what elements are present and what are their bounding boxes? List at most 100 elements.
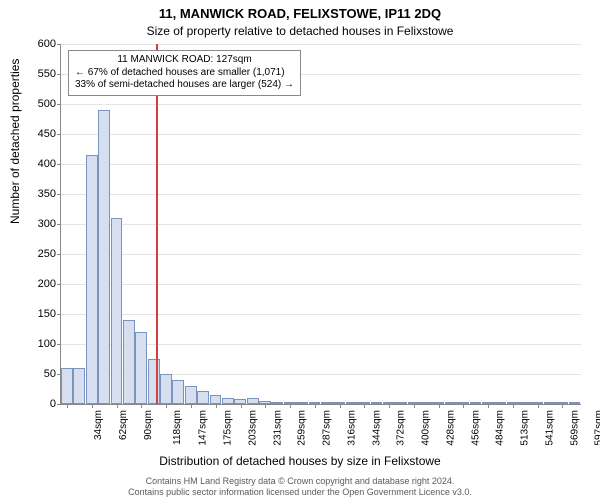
histogram-bar [73, 368, 85, 404]
x-tick-mark [141, 404, 142, 408]
y-tick-mark [57, 44, 61, 45]
histogram-bar [185, 386, 197, 404]
x-tick-label: 484sqm [495, 410, 506, 446]
y-tick-label: 400 [16, 158, 56, 170]
y-tick-mark [57, 344, 61, 345]
histogram-bar [395, 402, 407, 404]
histogram-bar [346, 402, 358, 404]
y-tick-label: 200 [16, 278, 56, 290]
x-tick-mark [364, 404, 365, 408]
x-tick-mark [216, 404, 217, 408]
y-tick-label: 450 [16, 128, 56, 140]
histogram-bar [445, 402, 457, 404]
y-tick-mark [57, 404, 61, 405]
grid-line [61, 134, 581, 135]
histogram-bar [470, 402, 482, 404]
x-tick-label: 147sqm [198, 410, 209, 446]
grid-line [61, 224, 581, 225]
x-tick-label: 400sqm [421, 410, 432, 446]
histogram-bar [160, 374, 172, 404]
y-tick-label: 550 [16, 68, 56, 80]
histogram-bar [321, 402, 333, 404]
chart-plot-area [60, 44, 581, 405]
x-tick-mark [191, 404, 192, 408]
y-tick-label: 250 [16, 248, 56, 260]
y-tick-mark [57, 314, 61, 315]
histogram-bar [210, 395, 222, 404]
annotation-line: ← 67% of detached houses are smaller (1,… [75, 67, 294, 80]
y-tick-label: 150 [16, 308, 56, 320]
x-tick-label: 231sqm [272, 410, 283, 446]
y-tick-label: 100 [16, 338, 56, 350]
footer-attribution: Contains HM Land Registry data © Crown c… [0, 476, 600, 498]
x-tick-label: 541sqm [544, 410, 555, 446]
histogram-bar [371, 402, 383, 404]
histogram-bar [420, 402, 432, 404]
histogram-bar [569, 402, 581, 404]
y-tick-label: 600 [16, 38, 56, 50]
x-tick-label: 118sqm [172, 410, 183, 445]
annotation-box: 11 MANWICK ROAD: 127sqm← 67% of detached… [68, 50, 301, 96]
histogram-bar [247, 398, 259, 404]
x-tick-mark [290, 404, 291, 408]
x-tick-label: 175sqm [223, 410, 234, 446]
y-tick-label: 300 [16, 218, 56, 230]
x-tick-mark [463, 404, 464, 408]
y-tick-mark [57, 284, 61, 285]
y-tick-mark [57, 74, 61, 75]
y-tick-mark [57, 104, 61, 105]
histogram-bar [296, 402, 308, 404]
x-tick-label: 456sqm [470, 410, 481, 446]
x-tick-label: 34sqm [93, 410, 104, 440]
grid-line [61, 284, 581, 285]
x-tick-mark [340, 404, 341, 408]
grid-line [61, 164, 581, 165]
histogram-bar [172, 380, 184, 404]
x-tick-mark [389, 404, 390, 408]
y-tick-mark [57, 164, 61, 165]
x-tick-mark [241, 404, 242, 408]
x-tick-label: 428sqm [445, 410, 456, 446]
x-tick-label: 597sqm [594, 410, 600, 446]
x-tick-label: 344sqm [371, 410, 382, 446]
histogram-bar [271, 402, 283, 404]
x-tick-mark [414, 404, 415, 408]
x-tick-label: 90sqm [143, 410, 154, 440]
histogram-bar [86, 155, 98, 404]
grid-line [61, 194, 581, 195]
histogram-bar [135, 332, 147, 404]
x-tick-label: 259sqm [297, 410, 308, 446]
y-tick-label: 0 [16, 398, 56, 410]
histogram-bar [494, 402, 506, 404]
x-tick-label: 316sqm [346, 410, 357, 446]
y-tick-label: 50 [16, 368, 56, 380]
x-tick-label: 287sqm [322, 410, 333, 446]
histogram-bar [544, 402, 556, 404]
footer-line: Contains HM Land Registry data © Crown c… [0, 476, 600, 487]
grid-line [61, 314, 581, 315]
x-tick-mark [513, 404, 514, 408]
footer-line: Contains public sector information licen… [0, 487, 600, 498]
reference-line [156, 44, 158, 404]
y-tick-mark [57, 224, 61, 225]
x-tick-mark [67, 404, 68, 408]
x-tick-mark [538, 404, 539, 408]
histogram-bar [123, 320, 135, 404]
x-tick-mark [92, 404, 93, 408]
x-tick-mark [439, 404, 440, 408]
y-tick-label: 500 [16, 98, 56, 110]
chart-subtitle: Size of property relative to detached ho… [0, 24, 600, 38]
y-tick-mark [57, 254, 61, 255]
y-tick-mark [57, 134, 61, 135]
x-tick-mark [265, 404, 266, 408]
x-tick-label: 569sqm [569, 410, 580, 446]
histogram-bar [61, 368, 73, 404]
x-tick-label: 203sqm [247, 410, 258, 446]
x-tick-mark [562, 404, 563, 408]
x-tick-mark [488, 404, 489, 408]
histogram-bar [222, 398, 234, 404]
histogram-bar [111, 218, 123, 404]
x-tick-mark [166, 404, 167, 408]
histogram-bar [519, 402, 531, 404]
x-axis-label: Distribution of detached houses by size … [0, 454, 600, 468]
